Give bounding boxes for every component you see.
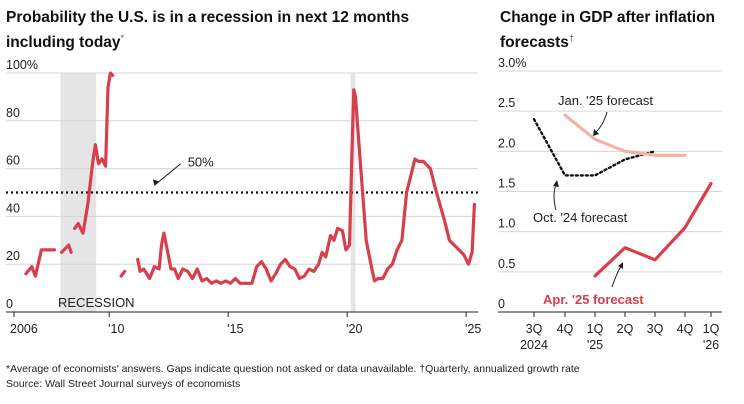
left-y-tick-label: 20 (6, 249, 20, 263)
source-note: Source: Wall Street Journal surveys of e… (6, 378, 241, 390)
right-y-tick-label: 0 (498, 297, 505, 311)
gdp-series-line-red (593, 181, 713, 278)
series-label-jan-25: Jan. '25 forecast (558, 93, 653, 108)
right-x-tick-label: 3Q (647, 322, 664, 336)
left-x-tick-label: '15 (227, 322, 243, 336)
apr-label-pointer (611, 265, 622, 288)
left-y-tick-label: 0 (6, 297, 13, 311)
recession-probability-line-segment (60, 243, 73, 254)
threshold-pointer (154, 163, 181, 186)
right-x-tick-label: 4Q (557, 322, 574, 336)
jan-label-pointer (594, 111, 608, 134)
right-x-tick-label: 1Q (587, 322, 604, 336)
recession-label: RECESSION (58, 295, 135, 310)
oct-label-arrowhead (553, 180, 559, 187)
series-label-apr-25: Apr. '25 forecast (543, 292, 644, 307)
series-label-oct-24: Oct. '24 forecast (533, 210, 628, 225)
jan-label-arrowhead (593, 129, 599, 136)
oct-label-pointer (553, 183, 557, 211)
left-y-tick-label: 60 (6, 154, 20, 168)
left-y-tick-label: 100% (6, 58, 38, 72)
recession-probability-line-segment (73, 71, 115, 235)
right-x-tick-sublabel: 2024 (520, 338, 548, 352)
threshold-label: 50% (188, 154, 214, 169)
right-y-tick-label: 0.5 (498, 257, 515, 271)
right-y-tick-label: 2.5 (498, 96, 515, 110)
recession-band-1 (350, 73, 356, 312)
threshold-arrowhead (152, 179, 159, 186)
left-y-tick-label: 40 (6, 201, 20, 215)
right-x-tick-label: 2Q (617, 322, 634, 336)
right-x-tick-label: 4Q (677, 322, 694, 336)
left-y-tick-label: 80 (6, 106, 20, 120)
right-x-tick-label: 1Q (703, 322, 720, 336)
footnote: *Average of economists' answers. Gaps in… (6, 363, 580, 375)
right-x-tick-sublabel: '26 (703, 338, 719, 352)
right-x-tick-sublabel: '25 (587, 338, 603, 352)
recession-probability-line-segment (136, 88, 476, 285)
right-y-tick-label: 3.0% (498, 56, 527, 70)
apr-label-arrowhead (618, 262, 623, 269)
right-x-tick-label: 3Q (526, 322, 543, 336)
left-x-tick-label: 2006 (10, 322, 38, 336)
left-chart-title: Probability the U.S. is in a recession i… (6, 9, 410, 52)
left-x-tick-label: '25 (465, 322, 481, 336)
recession-probability-line-segment (24, 248, 57, 278)
right-y-tick-label: 1.5 (498, 177, 515, 191)
gdp-series-line-dotted (532, 118, 657, 177)
gdp-series-line-salmon (563, 113, 687, 157)
recession-probability-line-segment (119, 269, 127, 278)
right-chart-title: Change in GDP after inflation forecasts† (500, 9, 716, 52)
left-x-tick-label: '20 (346, 322, 362, 336)
right-y-tick-label: 2.0 (498, 136, 515, 150)
right-y-tick-label: 1.0 (498, 217, 515, 231)
left-x-tick-label: '10 (108, 322, 124, 336)
